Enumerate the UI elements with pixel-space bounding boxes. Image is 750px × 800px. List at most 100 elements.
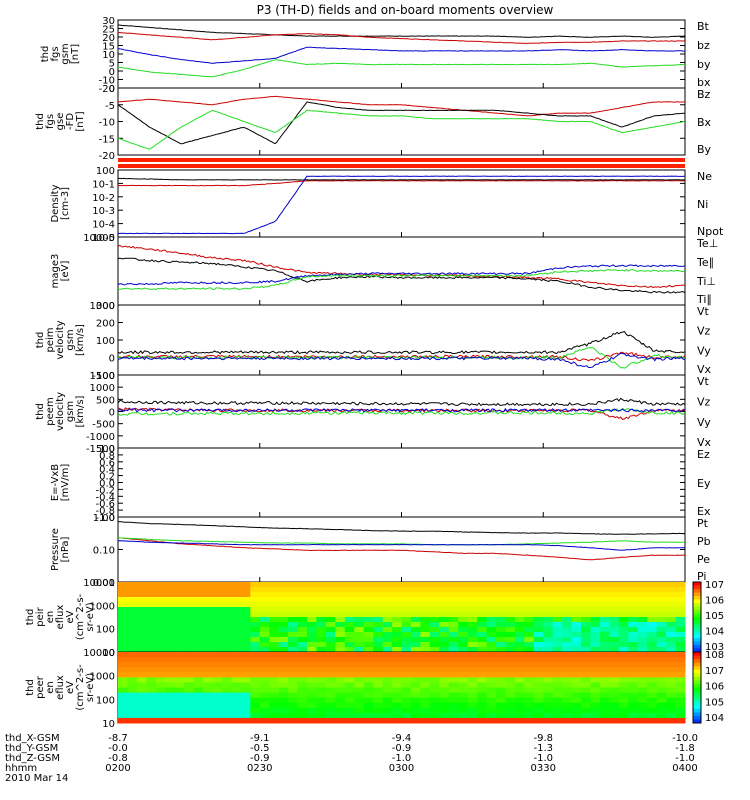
spectrogram-cell	[590, 622, 601, 628]
spectrogram-cell	[543, 642, 554, 648]
spectrogram-cell	[562, 712, 573, 719]
spectrogram-cell	[477, 612, 488, 618]
spectrogram-cell	[467, 672, 478, 678]
spectrogram-cell	[382, 712, 393, 719]
spectrogram-cell	[325, 662, 336, 668]
spectrogram-cell	[637, 702, 648, 709]
spectrogram-cell	[136, 712, 147, 719]
spectrogram-cell	[533, 702, 544, 709]
spectrogram-cell	[335, 692, 346, 699]
spectrogram-cell	[165, 717, 176, 724]
colorbar-segment	[693, 701, 701, 706]
spectrogram-cell	[307, 717, 317, 724]
spectrogram-cell	[401, 652, 412, 658]
spectrogram-cell	[496, 587, 506, 593]
spectrogram-cell	[155, 582, 166, 588]
spectrogram-cell	[250, 582, 261, 588]
spectrogram-cell	[458, 677, 469, 683]
spectrogram-cell	[581, 712, 591, 719]
x-tick-label: -9.1	[250, 733, 270, 744]
spectrogram-cell	[392, 662, 402, 668]
spectrogram-cell	[675, 677, 686, 683]
spectrogram-cell	[458, 672, 469, 678]
spectrogram-cell	[316, 667, 327, 673]
spectrogram-cell	[174, 707, 185, 714]
spectrogram-cell	[496, 717, 506, 724]
spectrogram-cell	[146, 652, 157, 658]
spectrogram-cell	[533, 587, 544, 593]
spectrogram-cell	[581, 692, 591, 699]
x-tick-label: -0.9	[250, 753, 270, 764]
y-axis-label: thd peem velocity gsm [km/s]	[35, 392, 86, 431]
spectrogram-cell	[675, 717, 686, 724]
spectrogram-cell	[609, 637, 620, 643]
spectrogram-cell	[505, 647, 516, 653]
spectrogram-cell	[524, 632, 535, 638]
spectrogram-cell	[505, 592, 516, 598]
spectrogram-cell	[231, 622, 242, 628]
y-axis-label-line: [nPa]	[60, 536, 71, 562]
colorbar-tick-label: 104	[705, 713, 724, 724]
spectrogram-cell	[628, 582, 639, 588]
spectrogram-cell	[240, 647, 251, 653]
spectrogram-cell	[118, 627, 128, 633]
spectrogram-cell	[221, 662, 232, 668]
spectrogram-cell	[136, 692, 147, 699]
spectrogram-cell	[240, 687, 251, 694]
spectrogram-cell	[174, 642, 185, 648]
spectrogram-cell	[392, 627, 402, 633]
spectrogram-cell	[278, 697, 289, 704]
colorbar-segment	[693, 673, 701, 678]
spectrogram-cell	[136, 702, 147, 709]
spectrogram-cell	[363, 702, 374, 709]
spectrogram-cell	[524, 682, 535, 688]
spectrogram-cell	[373, 587, 384, 593]
legend-Vx: Vx	[697, 363, 712, 376]
spectrogram-cell	[278, 687, 289, 694]
spectrogram-cell	[410, 687, 421, 694]
spectrogram-cell	[429, 697, 440, 704]
y-axis-label-line: peem	[45, 397, 56, 425]
spectrogram-cell	[363, 607, 374, 613]
spectrogram-cell	[259, 662, 270, 668]
spectrogram-cell	[155, 677, 166, 683]
spectrogram-cell	[486, 592, 497, 598]
spectrogram-cell	[543, 657, 554, 663]
spectrogram-cell	[165, 677, 176, 683]
spectrogram-cell	[212, 707, 223, 714]
spectrogram-cell	[325, 622, 336, 628]
spectrogram-cell	[429, 662, 440, 668]
spectrogram-cell	[486, 707, 497, 714]
spectrogram-cell	[524, 617, 535, 623]
spectrogram-cell	[373, 717, 384, 724]
spectrogram-cell	[297, 662, 308, 668]
spectrogram-cell	[250, 637, 261, 643]
spectrogram-cell	[552, 672, 563, 678]
spectrogram-cell	[590, 687, 601, 694]
spectrogram-cell	[666, 582, 677, 588]
spectrogram-cell	[514, 667, 525, 673]
y-axis-label-line: eflux	[55, 675, 66, 700]
spectrogram-cell	[552, 652, 563, 658]
spectrogram-cell	[628, 622, 639, 628]
spectrogram-cell	[647, 582, 658, 588]
spectrogram-cell	[675, 662, 686, 668]
spectrogram-cell	[174, 687, 185, 694]
y-tick-label: 0.10	[93, 546, 115, 557]
spectrogram-cell	[288, 647, 299, 653]
spectrogram-cell	[543, 627, 554, 633]
spectrogram-cell	[231, 657, 242, 663]
spectrogram-cell	[373, 597, 384, 603]
y-axis-label-line: thd	[35, 332, 46, 349]
spectrogram-cell	[288, 652, 299, 658]
y-axis-label: thd fgs gse -FD [nT]	[35, 111, 86, 131]
spectrogram-cell	[325, 647, 336, 653]
spectrogram-cell	[656, 587, 667, 593]
spectrogram-cell	[363, 632, 374, 638]
spectrogram-cell	[146, 707, 157, 714]
spectrogram-cell	[675, 647, 686, 653]
spectrogram-cell	[250, 592, 261, 598]
spectrogram-cell	[647, 647, 658, 653]
spectrogram-cell	[155, 702, 166, 709]
